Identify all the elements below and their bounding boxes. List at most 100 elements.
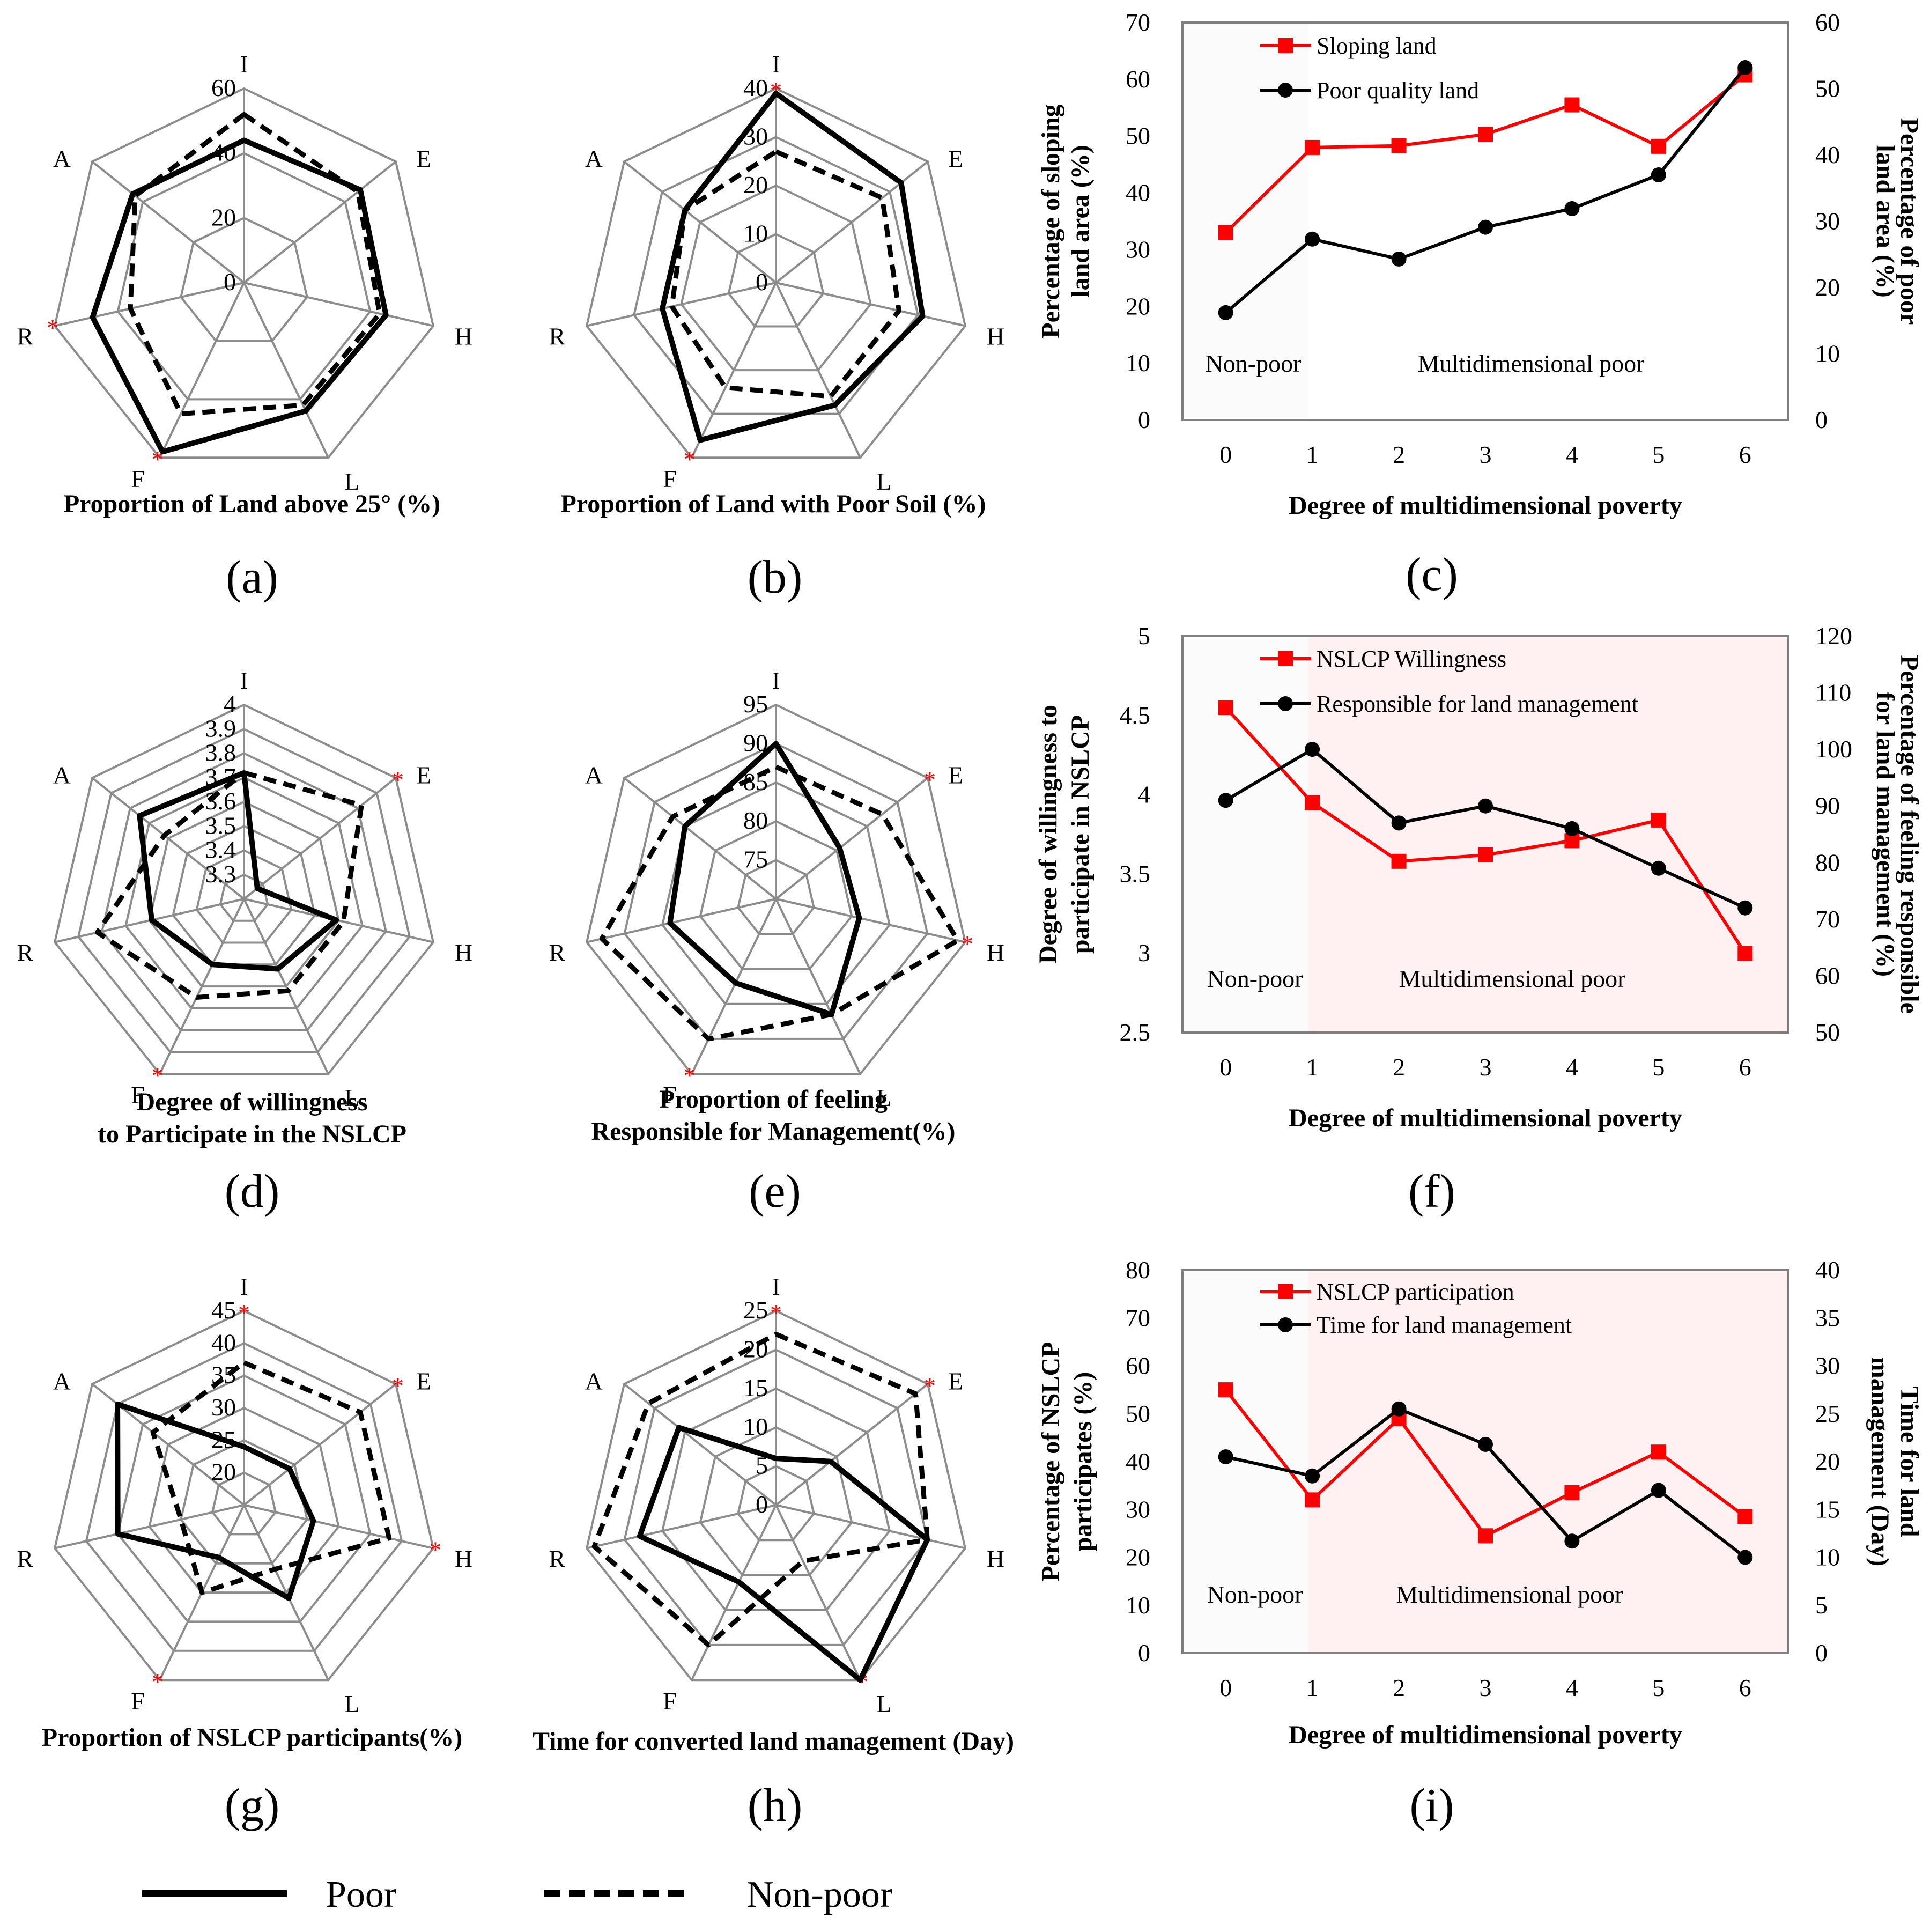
legend-label: Sloping land [1317, 33, 1437, 59]
data-point-circle [1391, 251, 1407, 267]
data-point-circle [1218, 793, 1233, 808]
data-point-circle [1651, 167, 1666, 182]
radar-title: to Participate in the NSLCP [98, 1120, 406, 1148]
left-axis-label: participate in NSLCP [1066, 715, 1095, 954]
radar-axis-label-E: E [948, 1367, 963, 1395]
right-axis-label: management (Day) [1866, 1357, 1894, 1567]
data-point-circle [1737, 60, 1753, 75]
x-tick-label: 3 [1480, 441, 1492, 468]
radar-tick-label: 25 [743, 1296, 768, 1324]
radar-tick-label: 3.5 [205, 812, 236, 839]
left-axis-label: land area (%) [1066, 145, 1095, 297]
radar-grid-ring [116, 1374, 372, 1623]
data-point-square [1391, 138, 1407, 153]
data-point-circle [1651, 860, 1666, 876]
right-tick-label: 40 [1815, 141, 1840, 168]
radar-title: Proportion of feeling [659, 1085, 888, 1114]
plot-frame [1181, 1269, 1789, 1654]
radar-tick-label: 20 [211, 203, 236, 231]
radar-series-nonpoor [95, 770, 364, 1000]
x-tick-label: 2 [1393, 1053, 1405, 1081]
data-point-square [1564, 97, 1580, 113]
data-point-square [1478, 127, 1493, 142]
radar-tick-label: 45 [211, 1296, 236, 1324]
radar-grid-ring [633, 136, 919, 415]
radar-axis-label-A: A [585, 761, 603, 788]
legend-marker-circle [1278, 1317, 1293, 1332]
zone-label-nonpoor: Non-poor [1207, 1581, 1303, 1608]
radar-spoke [243, 282, 434, 327]
data-point-square [1737, 946, 1753, 961]
radar-spoke [91, 777, 245, 900]
radar-grid-ring [585, 87, 967, 459]
significance-star: * [962, 931, 973, 957]
radar-grid-ring [124, 776, 364, 1009]
right-tick-label: 0 [1815, 406, 1828, 433]
data-point-square [1651, 1444, 1666, 1460]
radar-axis-label-R: R [17, 939, 33, 967]
left-tick-label: 5 [1138, 622, 1150, 650]
legend-label: Responsible for land management [1317, 691, 1638, 717]
radar-axis-label-R: R [549, 939, 565, 967]
left-tick-label: 40 [1126, 1448, 1150, 1475]
data-point-square [1305, 1492, 1320, 1508]
right-tick-label: 120 [1815, 622, 1852, 650]
radar-tick-label: 10 [743, 1413, 768, 1440]
data-point-circle [1564, 1533, 1580, 1549]
x-axis-label: Degree of multidimensional poverty [1289, 491, 1682, 520]
x-tick-label: 2 [1393, 1674, 1405, 1701]
legend-marker-square [1278, 38, 1293, 53]
data-point-circle [1478, 1436, 1493, 1452]
radar-tick-label: 4 [224, 690, 236, 718]
data-point-circle [1737, 1550, 1753, 1565]
left-tick-label: 4.5 [1120, 702, 1151, 729]
x-tick-label: 1 [1306, 1053, 1319, 1081]
data-point-circle [1305, 231, 1320, 247]
radar-axis-label-E: E [416, 1367, 431, 1395]
radar-axis-label-F: F [131, 1687, 145, 1715]
radar-axis-label-E: E [416, 761, 431, 788]
radar-spoke [775, 1505, 861, 1681]
left-axis-label: Degree of willingness to [1034, 705, 1062, 964]
radar-axis-label-L: L [344, 1084, 359, 1111]
radar-grid-ring [180, 1439, 308, 1565]
left-tick-label: 4 [1138, 781, 1150, 808]
radar-spoke [243, 1504, 434, 1550]
x-tick-label: 3 [1480, 1053, 1492, 1081]
radar-axis-label-A: A [585, 1367, 603, 1395]
radar-tick-label: 3.8 [205, 739, 236, 766]
radar-spoke [623, 777, 777, 900]
radar-title: Proportion of NSLCP participants(%) [42, 1723, 462, 1752]
left-tick-label: 60 [1126, 65, 1150, 93]
radar-axis-label-I: I [772, 1273, 780, 1300]
radar-title: Time for converted land management (Day) [533, 1727, 1014, 1756]
radar-spoke [54, 1504, 245, 1550]
radar-spoke [243, 282, 329, 459]
radar-spoke [775, 282, 966, 327]
data-point-square [1737, 1509, 1753, 1524]
x-tick-label: 1 [1306, 1674, 1319, 1701]
right-tick-label: 30 [1815, 1352, 1840, 1380]
significance-star: * [684, 1063, 696, 1089]
radar-axis-label-I: I [240, 50, 248, 78]
right-tick-label: 60 [1815, 9, 1840, 36]
zone-label-poor: Multidimensional poor [1399, 965, 1626, 992]
radar-spoke [775, 282, 861, 459]
data-point-circle [1305, 1468, 1320, 1484]
left-tick-label: 10 [1126, 349, 1150, 377]
line-panel-i: 0 10 20 30 40 50 60 70 80 0 5 10 15 20 25 30 35 40 0 1 2 3 4 5 6… [1037, 1256, 1924, 1832]
x-tick-label: 4 [1566, 1053, 1578, 1081]
right-tick-label: 80 [1815, 849, 1840, 876]
panel-letter-c: (c) [1406, 549, 1458, 601]
radar-spoke [775, 1383, 929, 1506]
right-tick-label: 15 [1815, 1495, 1840, 1523]
radar-grid-ring [101, 752, 387, 1031]
x-tick-label: 1 [1306, 441, 1319, 468]
legend-marker-square [1278, 1284, 1293, 1299]
data-point-square [1651, 812, 1666, 828]
significance-star: * [47, 315, 58, 341]
left-tick-label: 0 [1138, 406, 1150, 433]
